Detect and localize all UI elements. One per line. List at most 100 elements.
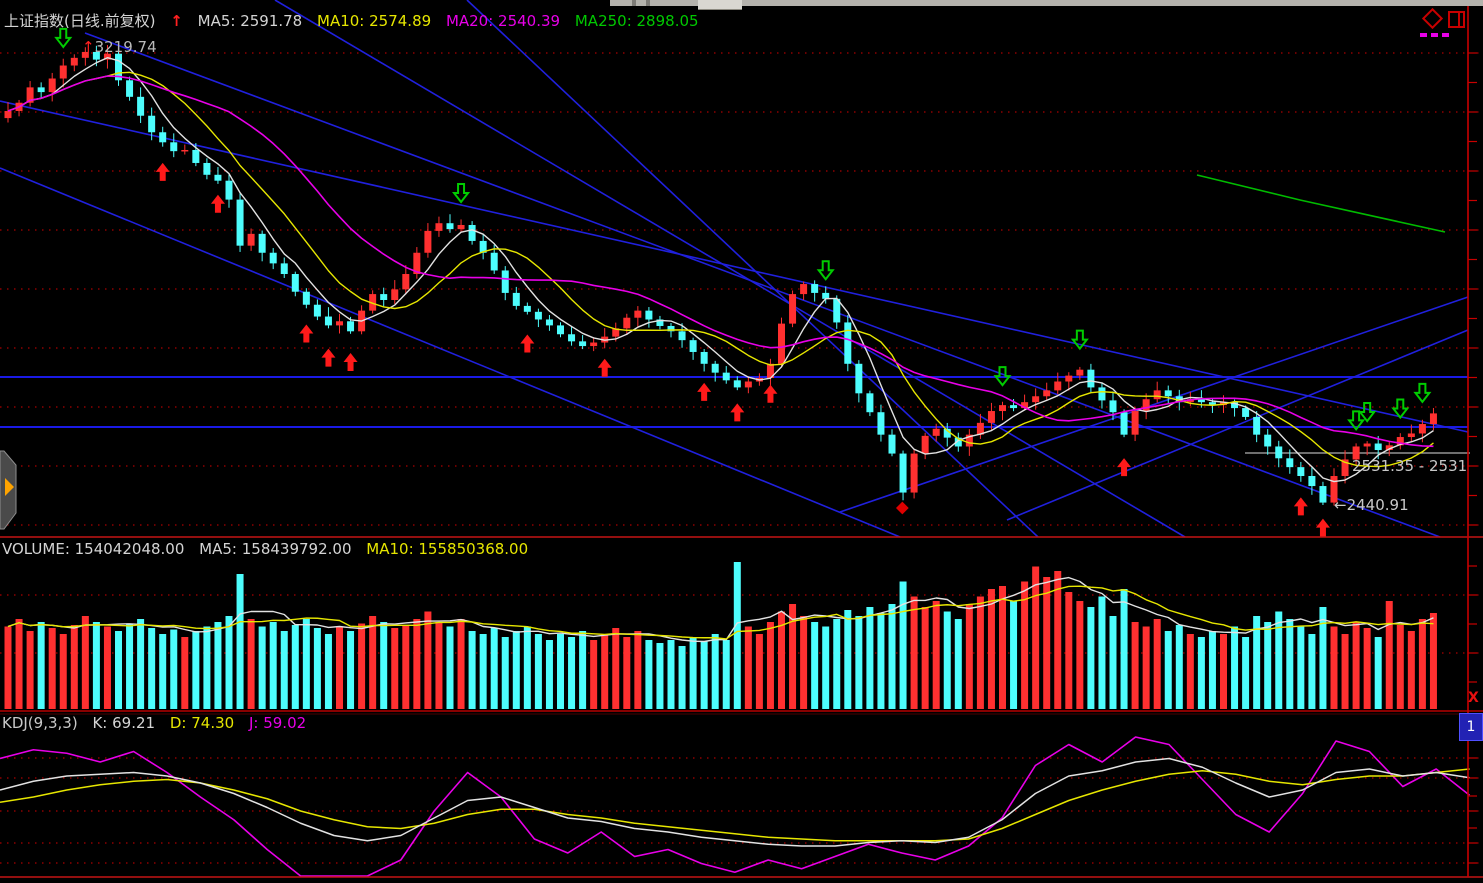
volume-bar[interactable] [1385, 601, 1393, 709]
candle[interactable] [81, 51, 89, 58]
volume-bar[interactable] [711, 634, 719, 709]
volume-bar[interactable] [302, 619, 310, 709]
candle[interactable] [347, 321, 355, 332]
candle[interactable] [744, 381, 752, 388]
candle[interactable] [1319, 486, 1327, 503]
volume-bar[interactable] [1186, 634, 1194, 709]
candle[interactable] [501, 270, 509, 293]
volume-bar[interactable] [1297, 626, 1305, 710]
candle[interactable] [512, 292, 520, 306]
volume-bar[interactable] [103, 626, 111, 710]
candle[interactable] [324, 316, 332, 326]
candle[interactable] [1264, 434, 1272, 447]
candle[interactable] [1418, 424, 1426, 434]
volume-bar[interactable] [1374, 637, 1382, 709]
volume-bar[interactable] [689, 637, 697, 709]
volume-bar[interactable] [1076, 601, 1084, 709]
volume-bar[interactable] [634, 631, 642, 709]
volume-bar[interactable] [612, 628, 620, 709]
candle[interactable] [490, 252, 498, 271]
candle[interactable] [899, 453, 907, 493]
volume-bar[interactable] [534, 634, 542, 709]
candle[interactable] [192, 149, 200, 163]
candle[interactable] [1032, 396, 1040, 403]
sidebar-expand-tab[interactable] [0, 445, 20, 540]
volume-bar[interactable] [1308, 634, 1316, 709]
candle[interactable] [1131, 411, 1139, 435]
volume-bar[interactable] [954, 619, 962, 709]
candle[interactable] [1352, 446, 1360, 460]
volume-bar[interactable] [468, 631, 476, 709]
candle[interactable] [203, 162, 211, 175]
volume-bar[interactable] [291, 625, 299, 709]
volume-bar[interactable] [1253, 616, 1261, 709]
candle[interactable] [1308, 476, 1316, 487]
volume-bar[interactable] [37, 622, 45, 709]
volume-bar[interactable] [987, 589, 995, 709]
volume-bar[interactable] [667, 640, 675, 709]
volume-bar[interactable] [722, 640, 730, 709]
volume-bar[interactable] [645, 640, 653, 709]
volume-bar[interactable] [26, 631, 34, 709]
volume-bar[interactable] [999, 586, 1006, 709]
candle[interactable] [1065, 375, 1073, 382]
volume-bar[interactable] [700, 641, 708, 710]
volume-bar[interactable] [545, 640, 553, 709]
volume-bar[interactable] [1142, 626, 1150, 710]
volume-bar[interactable] [115, 631, 122, 709]
volume-bar[interactable] [170, 629, 178, 710]
candle[interactable] [413, 252, 421, 275]
candle[interactable] [678, 331, 686, 341]
volume-bar[interactable] [137, 619, 145, 709]
candle[interactable] [1120, 412, 1128, 435]
volume-bar[interactable] [313, 628, 321, 709]
candle[interactable] [424, 230, 432, 253]
candle[interactable] [336, 321, 343, 326]
volume-bar[interactable] [568, 637, 576, 709]
volume-bar[interactable] [479, 634, 487, 709]
volume-bar[interactable] [1242, 637, 1250, 709]
candle[interactable] [70, 57, 78, 66]
candle[interactable] [534, 311, 542, 320]
candle[interactable] [468, 224, 476, 241]
volume-bar[interactable] [1231, 626, 1239, 710]
volume-bar[interactable] [1054, 571, 1062, 709]
candle[interactable] [700, 351, 708, 364]
volume-bar[interactable] [943, 611, 951, 710]
volume-bar[interactable] [446, 626, 454, 710]
volume-bar[interactable] [1098, 596, 1106, 710]
candle[interactable] [1076, 369, 1084, 376]
candle[interactable] [1087, 369, 1095, 388]
candle[interactable] [92, 51, 100, 60]
volume-bar[interactable] [1275, 611, 1283, 710]
candle[interactable] [225, 180, 233, 200]
volume-bar[interactable] [844, 610, 852, 709]
volume-bar[interactable] [932, 601, 940, 709]
volume-bar[interactable] [247, 619, 255, 709]
volume-bar[interactable] [1407, 631, 1415, 709]
volume-bar[interactable] [402, 625, 410, 709]
volume-bar[interactable] [159, 634, 167, 709]
candle[interactable] [1109, 400, 1117, 413]
candle[interactable] [921, 435, 929, 454]
volume-bar[interactable] [744, 626, 752, 710]
volume-bar[interactable] [512, 631, 520, 709]
volume-bar[interactable] [192, 631, 200, 709]
volume-bar[interactable] [435, 622, 443, 709]
volume-bar[interactable] [590, 640, 598, 709]
candle[interactable] [579, 341, 587, 347]
volume-bar[interactable] [523, 626, 531, 710]
candle[interactable] [855, 363, 863, 394]
volume-bar[interactable] [203, 626, 211, 710]
candle[interactable] [656, 319, 664, 326]
volume-bar[interactable] [81, 616, 89, 709]
volume-bar[interactable] [1010, 601, 1018, 709]
candle[interactable] [954, 437, 962, 447]
volume-bar[interactable] [899, 581, 907, 710]
volume-bar[interactable] [1352, 622, 1360, 709]
volume-bar[interactable] [800, 616, 808, 709]
volume-bar[interactable] [1164, 631, 1172, 709]
candle[interactable] [733, 380, 741, 388]
candle[interactable] [1231, 402, 1239, 409]
candle[interactable] [446, 223, 454, 230]
